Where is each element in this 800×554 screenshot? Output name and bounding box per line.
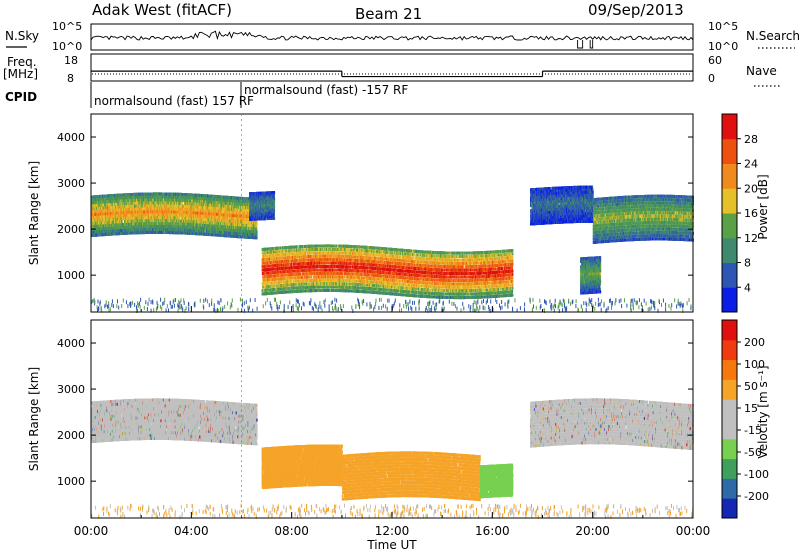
frequency-panel: Freq. [MHz] 18 8 60 0 Nave <box>3 54 780 86</box>
scatter-cell-0 <box>196 229 197 232</box>
cpid-panel: CPID normalsound (fast) 157 RF normalsou… <box>5 82 408 108</box>
noise-left-tick-bottom: 10^0 <box>52 40 82 53</box>
beam-title: Beam 21 <box>355 5 422 23</box>
scatter-cell-0 <box>103 224 104 227</box>
scatter-cell-0 <box>104 215 105 218</box>
scatter-cell-0 <box>105 203 106 206</box>
freq-right-tick-bottom: 0 <box>708 72 715 85</box>
freq-label-line2: [MHz] <box>3 67 38 81</box>
scatter-cell-0 <box>128 232 129 235</box>
noise-left-label: N.Sky <box>5 29 39 43</box>
scatter-cell-0 <box>160 216 161 219</box>
noise-panel: N.Sky 10^5 10^0 10^5 10^0 N.Search <box>5 20 800 53</box>
station-title: Adak West (fitACF) <box>92 1 232 19</box>
noise-search-dip <box>578 40 593 48</box>
scatter-cell-0 <box>178 196 179 199</box>
scatter-cell-0 <box>179 217 180 220</box>
noise-right-tick-top: 10^5 <box>708 20 738 33</box>
nave-label: Nave <box>746 64 777 78</box>
noise-trace <box>91 31 693 48</box>
scatter-cell-0 <box>132 217 133 220</box>
freq-right-tick-top: 60 <box>708 54 722 67</box>
scatter-cell-0 <box>128 199 129 202</box>
cpid-mode-2: normalsound (fast) -157 RF <box>244 83 408 97</box>
freq-left-tick-bottom: 8 <box>67 72 74 85</box>
power-data <box>91 186 694 314</box>
scatter-cell-0 <box>198 232 199 235</box>
scatter-cell-0 <box>121 220 122 223</box>
cpid-mode-1: normalsound (fast) 157 RF <box>94 94 254 108</box>
freq-left-tick-top: 18 <box>64 54 78 67</box>
scatter-cell-0 <box>173 196 174 199</box>
cpid-label: CPID <box>5 90 37 104</box>
noise-left-tick-top: 10^5 <box>52 20 82 33</box>
noise-sky-line <box>91 31 693 40</box>
scatter-cell-0 <box>122 217 123 220</box>
scatter-cell-0 <box>164 231 165 234</box>
noise-right-label: N.Search <box>746 29 800 43</box>
noise-right-tick-bottom: 10^0 <box>708 40 738 53</box>
scatter-cell-0 <box>121 217 122 220</box>
scatter-cell-0 <box>103 198 104 201</box>
date-title: 09/Sep/2013 <box>588 1 684 19</box>
scatter-cell-0 <box>96 207 97 210</box>
scatter-cell-0 <box>182 202 183 205</box>
